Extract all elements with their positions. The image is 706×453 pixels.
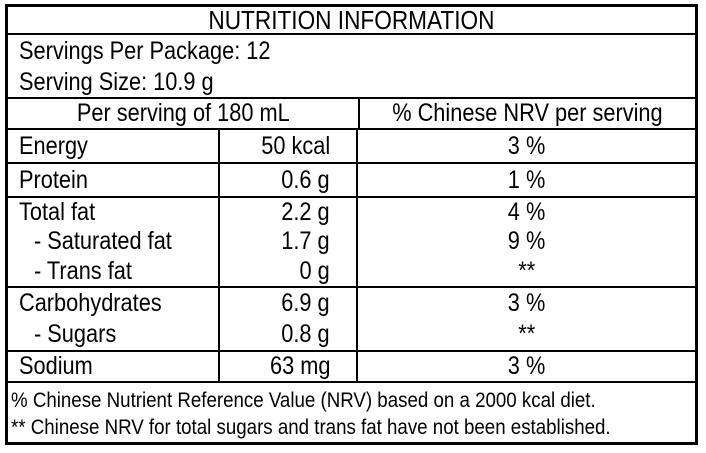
nutrient-nrv: 1 % [507,165,546,194]
nutrient-group-energy: Energy 50 kcal 3 % [8,130,695,164]
nutrient-amount: 0 g [299,256,330,285]
nutrient-name: Energy [19,131,88,160]
nutrient-amount: 6.9 g [281,289,330,317]
serving-size: Serving Size: 10.9 g [19,68,214,96]
nutrition-table: NUTRITION INFORMATION Servings Per Packa… [5,4,698,445]
nutrient-nrv: ** [518,256,535,285]
nutrient-nrv: 9 % [507,227,546,256]
nutrient-amount: 63 mg [269,352,330,380]
column-header-per-serving: Per serving of 180 mL [8,99,360,128]
nutrient-amount: 50 kcal [261,131,330,160]
table-title: NUTRITION INFORMATION [208,4,495,35]
servings-per-package: Servings Per Package: 12 [19,37,271,65]
nutrient-name: Total fat [19,198,96,227]
servings-per-package-line: Servings Per Package: 12 [19,36,695,67]
nutrient-nrv: 3 % [507,289,546,317]
title-row: NUTRITION INFORMATION [8,4,695,35]
column-header-nrv: % Chinese NRV per serving [392,99,663,127]
serving-info-block: Servings Per Package: 12 Serving Size: 1… [8,35,695,99]
nutrient-name-sub: - Trans fat [34,256,132,285]
nutrient-nrv: ** [518,320,535,348]
nutrient-group-sodium: Sodium 63 mg 3 % [8,352,695,383]
nutrient-nrv: 4 % [507,198,546,227]
nutrient-amount: 0.6 g [281,165,330,194]
nutrient-group-fat: Total fat - Saturated fat - Trans fat 2.… [8,198,695,288]
serving-size-line: Serving Size: 10.9 g [19,67,695,98]
footnote-nrv-basis: % Chinese Nutrient Reference Value (NRV)… [11,388,596,412]
nutrient-group-carbohydrates: Carbohydrates - Sugars 6.9 g 0.8 g 3 % *… [8,288,695,352]
nutrient-amount: 0.8 g [281,320,330,348]
footnote-not-established: ** Chinese NRV for total sugars and tran… [11,415,611,439]
nutrient-amount: 1.7 g [281,227,330,256]
nutrient-amount: 2.2 g [281,198,330,227]
nutrient-name-sub: - Saturated fat [34,227,172,256]
footnotes-block: % Chinese Nutrient Reference Value (NRV)… [8,383,695,442]
nutrient-name: Protein [19,165,88,194]
nutrient-group-protein: Protein 0.6 g 1 % [8,164,695,198]
nutrient-name: Carbohydrates [19,289,162,317]
nutrient-name: Sodium [19,352,93,380]
nutrient-nrv: 3 % [507,131,546,160]
column-header-row: Per serving of 180 mL % Chinese NRV per … [8,99,695,130]
nutrient-nrv: 3 % [507,352,546,380]
nutrient-name-sub: - Sugars [34,320,117,348]
